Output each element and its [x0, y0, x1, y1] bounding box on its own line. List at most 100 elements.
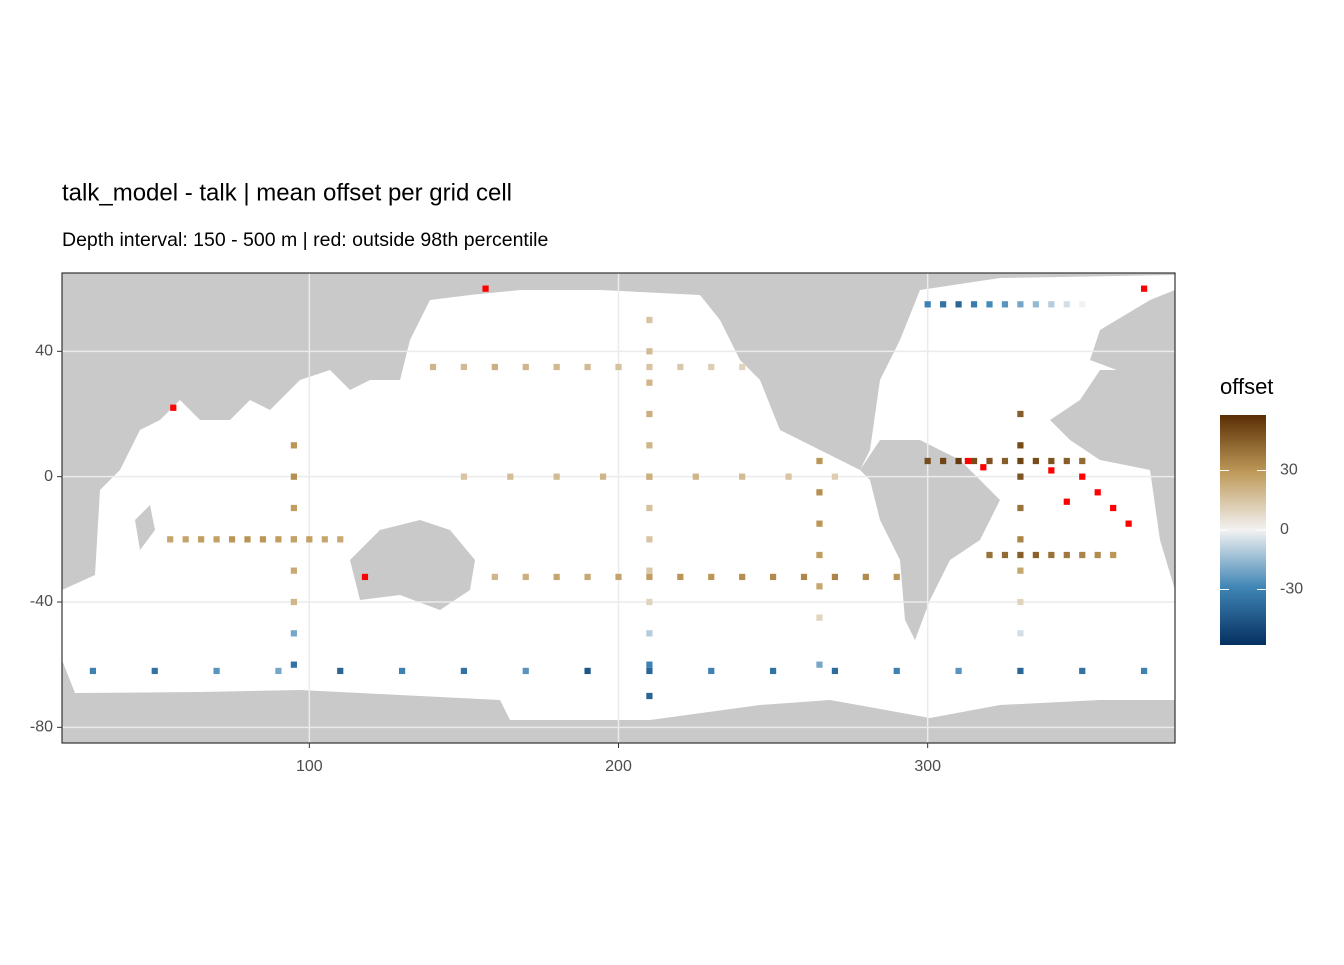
outlier-cell	[482, 285, 489, 292]
x-tick-label: 200	[605, 758, 632, 775]
legend-title: offset	[1220, 374, 1273, 399]
cell	[940, 457, 947, 465]
outlier-cell	[1094, 489, 1101, 496]
cell	[290, 442, 297, 449]
cell	[940, 301, 947, 308]
cell	[398, 667, 406, 675]
cell	[151, 667, 158, 675]
cell	[290, 536, 297, 543]
cell	[228, 536, 236, 543]
cell	[306, 536, 313, 543]
cell	[1017, 630, 1024, 637]
cell	[290, 630, 297, 637]
cell	[739, 363, 746, 371]
cell	[491, 573, 498, 581]
cell	[646, 598, 653, 606]
cell	[1032, 551, 1039, 559]
cell	[785, 473, 792, 480]
cell	[970, 457, 978, 465]
cell	[646, 410, 653, 418]
cell	[1094, 551, 1101, 559]
cell	[1001, 457, 1009, 465]
cell	[646, 473, 653, 480]
madagascar	[135, 505, 155, 550]
cell	[615, 363, 622, 371]
cell	[244, 536, 251, 543]
cell	[584, 667, 591, 675]
cell	[769, 667, 777, 675]
cell	[646, 316, 653, 324]
cell	[924, 301, 931, 308]
europe	[1090, 290, 1175, 380]
cell	[816, 457, 823, 465]
cell	[1048, 457, 1055, 465]
cell	[831, 573, 839, 581]
cell	[198, 536, 205, 543]
cell	[290, 598, 297, 606]
cells	[89, 285, 1148, 700]
cell	[460, 473, 468, 480]
cell	[893, 667, 900, 675]
cell	[646, 442, 653, 449]
cell	[1063, 301, 1070, 308]
chart-title: talk_model - talk | mean offset per grid…	[62, 179, 512, 206]
cell	[986, 301, 993, 308]
cell	[522, 667, 529, 675]
chart-subtitle: Depth interval: 150 - 500 m | red: outsi…	[62, 229, 548, 251]
south-america	[860, 440, 1000, 640]
cell	[677, 363, 684, 371]
cell	[955, 301, 962, 308]
cell	[1017, 536, 1024, 543]
cell	[1079, 667, 1086, 675]
outlier-cell	[1063, 498, 1070, 505]
outlier-cell	[1110, 504, 1117, 512]
outlier-cell	[361, 573, 369, 581]
cell	[646, 661, 653, 668]
cell	[986, 551, 993, 559]
australia	[350, 520, 475, 610]
cell	[1063, 457, 1070, 465]
cell	[89, 667, 97, 675]
legend-tick-label: 0	[1280, 521, 1289, 538]
cell	[290, 504, 297, 512]
cell	[275, 536, 282, 543]
cell	[646, 504, 653, 512]
y-tick-label: -40	[30, 593, 53, 610]
cell	[553, 473, 560, 480]
cell	[1017, 442, 1024, 449]
cell	[522, 363, 529, 371]
cell	[646, 573, 653, 581]
cell	[553, 573, 560, 581]
cell	[1017, 301, 1024, 308]
cell	[816, 583, 823, 590]
cell	[1017, 667, 1024, 675]
cell	[986, 457, 993, 465]
cell	[800, 573, 808, 581]
cell	[970, 301, 978, 308]
cell	[337, 536, 344, 543]
cell	[646, 379, 653, 386]
cell	[1032, 301, 1039, 308]
cell	[182, 536, 189, 543]
cell	[1001, 551, 1009, 559]
cell	[646, 667, 653, 675]
cell	[1079, 457, 1086, 465]
x-tick-label: 300	[914, 758, 941, 775]
cell	[955, 667, 962, 675]
cell	[1017, 473, 1024, 480]
y-tick-label: 0	[44, 468, 53, 485]
cell	[337, 667, 344, 675]
cell	[646, 567, 653, 574]
cell	[692, 473, 699, 480]
cell	[1048, 551, 1055, 559]
cell	[259, 536, 267, 543]
outlier-cell	[1048, 467, 1055, 474]
outlier-cell	[170, 404, 177, 411]
outlier-cell	[1140, 285, 1148, 292]
cell	[646, 692, 653, 700]
cell	[1017, 598, 1024, 606]
y-tick-label: 40	[35, 343, 53, 360]
cell	[213, 536, 220, 543]
cell	[1017, 410, 1024, 418]
